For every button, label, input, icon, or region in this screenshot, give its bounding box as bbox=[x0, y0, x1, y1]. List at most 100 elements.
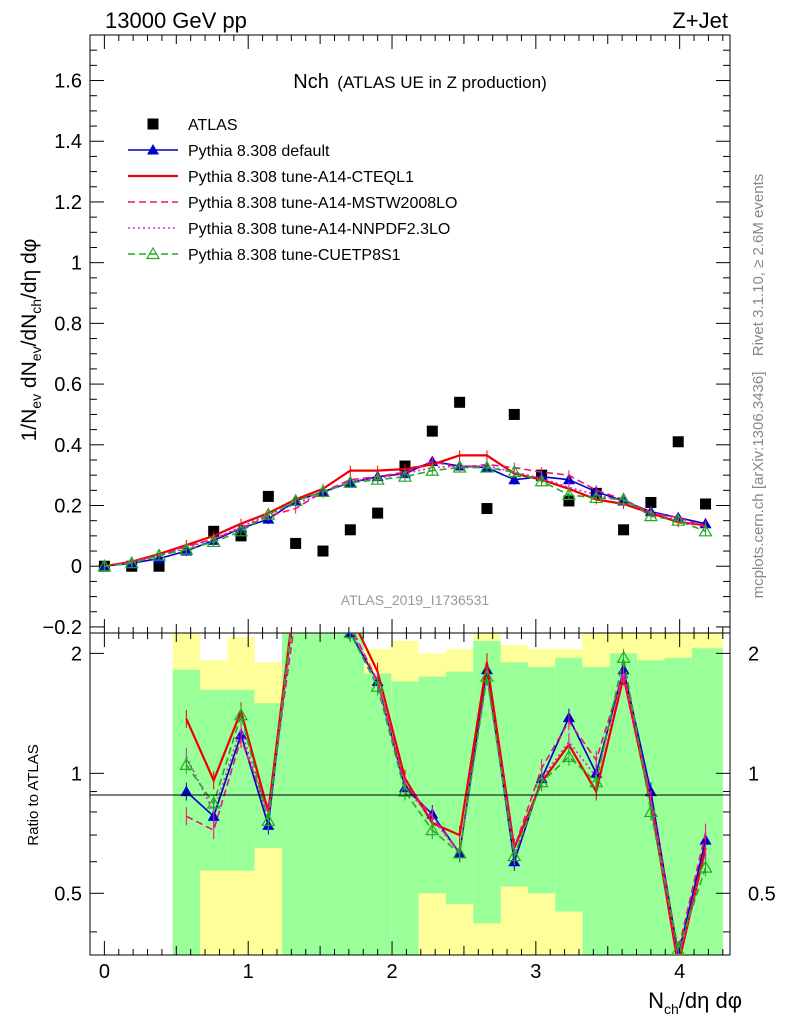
ratio-data-point bbox=[616, 650, 631, 663]
data-point bbox=[344, 524, 356, 536]
data-point bbox=[616, 492, 631, 505]
ratio-data-point bbox=[343, 633, 358, 639]
ratio-uncertainty-bands bbox=[172, 633, 723, 955]
series-line bbox=[104, 466, 706, 567]
data-point bbox=[508, 473, 521, 485]
data-point bbox=[206, 534, 221, 548]
ratio-data-point bbox=[179, 757, 194, 770]
legend-label: Pythia 8.308 tune-A14-CTEQL1 bbox=[188, 169, 414, 186]
ratio-data-point bbox=[397, 784, 413, 797]
legend-label: ATLAS bbox=[188, 117, 238, 134]
ratio-data-point bbox=[261, 813, 276, 826]
ratio-series-line bbox=[185, 633, 707, 954]
ratio-series-layer bbox=[179, 577, 713, 955]
data-point bbox=[481, 503, 493, 515]
series-group bbox=[97, 460, 713, 572]
ratio-y-tick-label-right: 1 bbox=[748, 763, 759, 785]
ratio-band-green bbox=[473, 640, 501, 924]
ratio-data-point bbox=[561, 749, 576, 762]
ratio-band-green bbox=[418, 676, 446, 894]
watermark-label: ATLAS_2019_I1736531 bbox=[341, 592, 490, 608]
ratio-data-point bbox=[317, 577, 329, 588]
x-axis-label-base: N bbox=[648, 988, 664, 1013]
data-point bbox=[479, 460, 494, 473]
data-point bbox=[290, 537, 302, 549]
data-point bbox=[425, 463, 440, 476]
data-point bbox=[454, 396, 466, 408]
axis-ticks: 0 1 2 3 4 −0.2 0 0.2 0.4 0.6 0.8 1 1.2 1.4 1.6 0.5 0.5 1 1… bbox=[43, 35, 776, 983]
y-tick-label: 0.8 bbox=[54, 313, 82, 335]
x-tick-label: 2 bbox=[386, 961, 397, 983]
plot-title-main: Nch bbox=[293, 71, 329, 93]
legend-label: Pythia 8.308 tune-CUETP8S1 bbox=[188, 247, 401, 264]
data-point bbox=[426, 425, 438, 437]
ratio-y-tick-label: 1 bbox=[71, 763, 82, 785]
ratio-data-point bbox=[180, 785, 193, 797]
ratio-data-point bbox=[589, 774, 604, 788]
data-point bbox=[671, 513, 686, 526]
series-line bbox=[104, 460, 706, 567]
ratio-y-tick-label-right: 0.5 bbox=[748, 883, 776, 905]
ratio-data-point bbox=[233, 707, 249, 721]
y-tick-label: 1.4 bbox=[54, 131, 82, 153]
legend-marker bbox=[147, 118, 159, 130]
x-tick-label: 1 bbox=[243, 961, 254, 983]
legend-label: Pythia 8.308 default bbox=[188, 143, 330, 160]
data-point bbox=[233, 524, 249, 537]
y-tick-label: −0.2 bbox=[43, 617, 82, 639]
ratio-data-point bbox=[452, 846, 467, 859]
ratio-band-green bbox=[336, 633, 364, 955]
data-point bbox=[153, 560, 165, 572]
data-point bbox=[124, 555, 139, 569]
data-point bbox=[343, 475, 358, 488]
x-tick-label: 3 bbox=[530, 961, 541, 983]
ratio-band-green bbox=[609, 653, 638, 955]
main-series-layer bbox=[97, 396, 713, 572]
y-tick-label: 1.2 bbox=[54, 192, 82, 214]
ratio-data-point bbox=[290, 583, 302, 594]
data-point bbox=[179, 542, 194, 555]
y-tick-label: 1.6 bbox=[54, 71, 82, 93]
y-tick-label: 0.2 bbox=[54, 496, 82, 518]
ratio-plot-frame bbox=[89, 632, 731, 956]
plot-title: Nch (ATLAS UE in Z production) bbox=[293, 71, 546, 93]
ratio-series-group bbox=[179, 577, 713, 955]
data-point bbox=[315, 484, 331, 497]
data-point bbox=[151, 548, 167, 561]
data-point bbox=[700, 498, 712, 510]
data-point bbox=[534, 474, 549, 487]
ratio-data-point bbox=[370, 679, 385, 692]
data-point bbox=[507, 464, 522, 478]
x-tick-label: 0 bbox=[99, 961, 110, 983]
y-tick-label: 0.6 bbox=[54, 374, 82, 396]
y-tick-label: 1 bbox=[71, 253, 82, 275]
data-point bbox=[288, 493, 303, 507]
data-point bbox=[317, 545, 329, 557]
ratio-band-green bbox=[555, 657, 583, 912]
plot-title-sub: (ATLAS UE in Z production) bbox=[337, 73, 546, 92]
header-right: Z+Jet bbox=[672, 8, 728, 33]
data-point bbox=[618, 524, 630, 536]
legend: ATLAS Pythia 8.308 default Pythia 8.308 tu… bbox=[128, 117, 457, 264]
ratio-data-point bbox=[507, 848, 522, 862]
data-point bbox=[262, 490, 274, 502]
data-point bbox=[261, 507, 276, 520]
legend-label: Pythia 8.308 tune-A14-MSTW2008LO bbox=[188, 195, 457, 212]
legend-marker bbox=[145, 246, 161, 260]
ratio-data-point bbox=[425, 822, 440, 836]
ratio-y-tick-label: 2 bbox=[71, 643, 82, 665]
ratio-y-tick-label-right: 2 bbox=[748, 643, 759, 665]
data-point bbox=[589, 490, 604, 504]
y-tick-label: 0.4 bbox=[54, 435, 82, 457]
ratio-data-point bbox=[671, 942, 686, 955]
mcplots-label: mcplots.cern.ch [arXiv:1306.3436] bbox=[750, 372, 767, 599]
ratio-data-point bbox=[479, 669, 494, 682]
ratio-series-line bbox=[185, 633, 707, 955]
y-tick-label: 0 bbox=[71, 556, 82, 578]
data-point bbox=[372, 507, 384, 519]
ratio-series-line bbox=[185, 633, 707, 955]
ratio-band-green bbox=[582, 666, 610, 955]
ratio-band-green bbox=[309, 633, 337, 955]
ratio-data-point bbox=[317, 577, 329, 588]
